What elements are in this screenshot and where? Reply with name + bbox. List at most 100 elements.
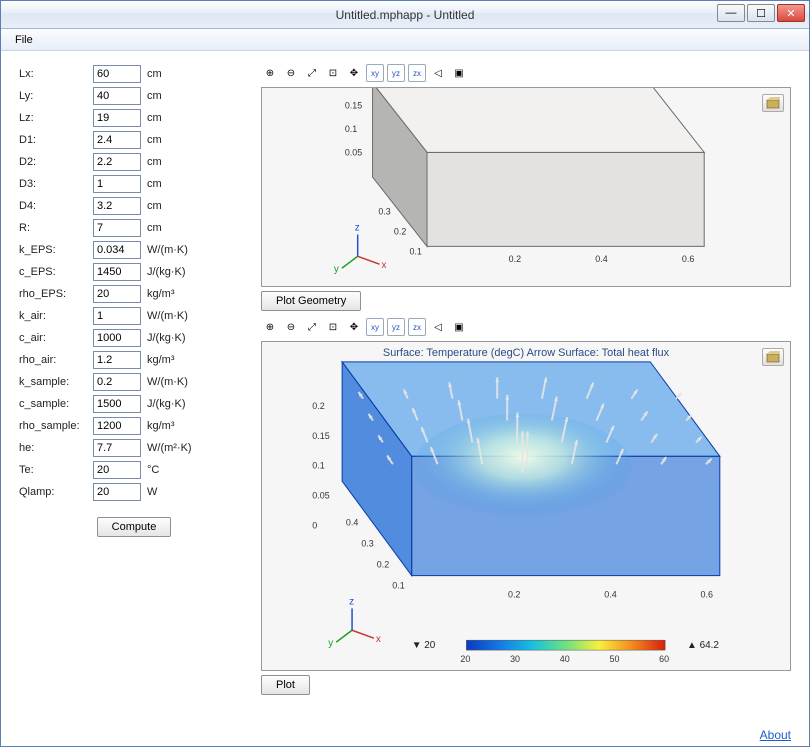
param-label: k_EPS: [19, 244, 87, 256]
param-input[interactable] [93, 109, 141, 127]
view-yz-icon[interactable]: yz [387, 318, 405, 336]
param-input[interactable] [93, 87, 141, 105]
view-preset-icon[interactable] [762, 94, 784, 112]
select-icon[interactable]: ▣ [450, 64, 468, 82]
param-unit: cm [147, 200, 162, 212]
param-input[interactable] [93, 373, 141, 391]
param-unit: W/(m·K) [147, 244, 188, 256]
svg-text:0.05: 0.05 [345, 148, 362, 158]
param-input[interactable] [93, 307, 141, 325]
zoom-in-icon[interactable]: ⊕ [261, 318, 279, 336]
param-unit: W [147, 486, 157, 498]
param-label: rho_sample: [19, 420, 87, 432]
svg-text:0.4: 0.4 [604, 589, 616, 599]
titlebar: Untitled.mphapp - Untitled — ☐ ✕ [1, 1, 809, 29]
param-input[interactable] [93, 483, 141, 501]
param-label: c_EPS: [19, 266, 87, 278]
about-link[interactable]: About [760, 728, 791, 742]
param-input[interactable] [93, 329, 141, 347]
param-input[interactable] [93, 219, 141, 237]
param-input[interactable] [93, 351, 141, 369]
zoom-out-icon[interactable]: ⊖ [282, 318, 300, 336]
param-row: D3:cm [19, 173, 249, 195]
parameter-panel: Lx:cmLy:cmLz:cmD1:cmD2:cmD3:cmD4:cmR:cmk… [19, 63, 249, 716]
param-row: k_sample:W/(m·K) [19, 371, 249, 393]
pan-icon[interactable]: ✥ [345, 64, 363, 82]
view-preset-icon[interactable] [762, 348, 784, 366]
svg-text:0.4: 0.4 [595, 254, 607, 264]
maximize-button[interactable]: ☐ [747, 4, 775, 22]
svg-text:z: z [355, 223, 360, 234]
param-input[interactable] [93, 131, 141, 149]
zoom-in-icon[interactable]: ⊕ [261, 64, 279, 82]
zoom-box-icon[interactable]: ⊡ [324, 64, 342, 82]
param-label: rho_air: [19, 354, 87, 366]
simulation-plot[interactable]: Surface: Temperature (degC) Arrow Surfac… [261, 341, 791, 671]
param-unit: °C [147, 464, 159, 476]
zoom-extents-icon[interactable]: ⤢ [303, 318, 321, 336]
view-zx-icon[interactable]: zx [408, 64, 426, 82]
window-title: Untitled.mphapp - Untitled [336, 8, 475, 22]
svg-text:0.1: 0.1 [345, 124, 357, 134]
select-icon[interactable]: ▣ [450, 318, 468, 336]
param-unit: kg/m³ [147, 288, 175, 300]
view-xy-icon[interactable]: xy [366, 318, 384, 336]
param-label: c_air: [19, 332, 87, 344]
compute-button[interactable]: Compute [97, 517, 172, 537]
svg-text:0.2: 0.2 [377, 559, 389, 569]
param-input[interactable] [93, 417, 141, 435]
param-input[interactable] [93, 439, 141, 457]
zoom-extents-icon[interactable]: ⤢ [303, 64, 321, 82]
param-input[interactable] [93, 153, 141, 171]
svg-text:Surface: Temperature (degC): Surface: Temperature (degC) Arrow Surfac… [383, 347, 670, 359]
param-row: k_air:W/(m·K) [19, 305, 249, 327]
svg-text:0.2: 0.2 [508, 589, 520, 599]
param-input[interactable] [93, 241, 141, 259]
param-row: R:cm [19, 217, 249, 239]
param-input[interactable] [93, 285, 141, 303]
param-input[interactable] [93, 175, 141, 193]
svg-text:20: 20 [460, 654, 470, 664]
view-zx-icon[interactable]: zx [408, 318, 426, 336]
view-yz-icon[interactable]: yz [387, 64, 405, 82]
view-xy-icon[interactable]: xy [366, 64, 384, 82]
geometry-plot[interactable]: 0.050.10.150.20.20.40.60.10.20.3xyz [261, 87, 791, 287]
param-input[interactable] [93, 197, 141, 215]
svg-text:0.2: 0.2 [394, 227, 406, 237]
svg-text:50: 50 [609, 654, 619, 664]
param-input[interactable] [93, 395, 141, 413]
param-unit: W/(m²·K) [147, 442, 192, 454]
param-row: D2:cm [19, 151, 249, 173]
param-unit: W/(m·K) [147, 376, 188, 388]
param-input[interactable] [93, 461, 141, 479]
app-window: Untitled.mphapp - Untitled — ☐ ✕ File Lx… [0, 0, 810, 747]
minimize-button[interactable]: — [717, 4, 745, 22]
prev-view-icon[interactable]: ◁ [429, 318, 447, 336]
param-unit: kg/m³ [147, 420, 175, 432]
svg-text:30: 30 [510, 654, 520, 664]
file-menu[interactable]: File [7, 32, 41, 48]
geometry-section: ⊕⊖⤢⊡✥xyyzzx◁▣ 0.050.10.150.20.20.40.60.1… [261, 63, 791, 311]
param-label: k_air: [19, 310, 87, 322]
svg-text:y: y [328, 638, 333, 649]
svg-text:x: x [376, 634, 381, 645]
pan-icon[interactable]: ✥ [345, 318, 363, 336]
param-label: Qlamp: [19, 486, 87, 498]
svg-text:0.15: 0.15 [312, 431, 329, 441]
close-button[interactable]: ✕ [777, 4, 805, 22]
param-row: c_air:J/(kg·K) [19, 327, 249, 349]
plot-button[interactable]: Plot [261, 675, 310, 695]
window-controls: — ☐ ✕ [717, 4, 805, 22]
svg-text:0.2: 0.2 [509, 254, 521, 264]
plot-geometry-button[interactable]: Plot Geometry [261, 291, 361, 311]
svg-text:0.15: 0.15 [345, 101, 362, 111]
prev-view-icon[interactable]: ◁ [429, 64, 447, 82]
param-input[interactable] [93, 65, 141, 83]
menubar: File [1, 29, 809, 51]
param-input[interactable] [93, 263, 141, 281]
zoom-box-icon[interactable]: ⊡ [324, 318, 342, 336]
param-label: Te: [19, 464, 87, 476]
svg-text:0.05: 0.05 [312, 491, 329, 501]
svg-text:x: x [381, 260, 386, 271]
zoom-out-icon[interactable]: ⊖ [282, 64, 300, 82]
